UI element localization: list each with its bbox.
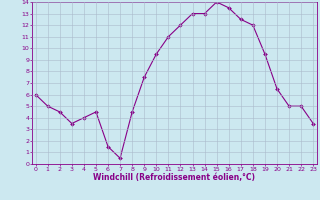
- X-axis label: Windchill (Refroidissement éolien,°C): Windchill (Refroidissement éolien,°C): [93, 173, 255, 182]
